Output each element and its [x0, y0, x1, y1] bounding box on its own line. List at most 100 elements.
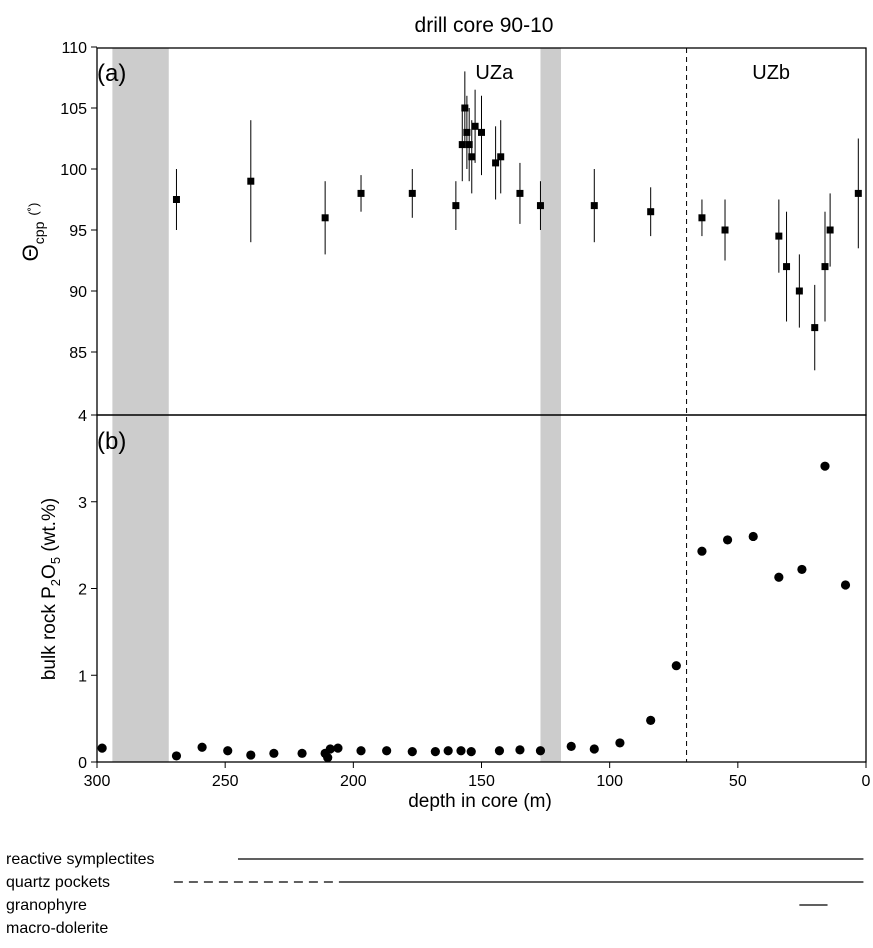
data-point	[333, 743, 343, 753]
ylabel-sub-1: 2	[48, 579, 63, 586]
data-point	[408, 189, 416, 197]
panel-b-y-axis-label: bulk rock P2O5 (wt.%)	[39, 498, 63, 680]
indicator-rows: reactive symplectites quartz pockets grano…	[6, 851, 864, 937]
indicator-label: macro-dolerite	[6, 920, 108, 937]
shaded-band	[540, 48, 561, 762]
x-tick-label: 150	[468, 773, 495, 790]
data-point	[382, 746, 392, 756]
data-point	[775, 232, 783, 240]
y-tick-label: 100	[60, 162, 87, 179]
data-point	[820, 461, 830, 471]
theta-unit: (˚)	[26, 203, 41, 216]
data-point	[774, 572, 784, 582]
indicator-label: granophyre	[6, 897, 87, 914]
chart-title: drill core 90-10	[415, 14, 554, 37]
data-point	[247, 177, 255, 185]
data-point	[246, 750, 256, 760]
data-point	[497, 153, 505, 161]
data-point	[171, 751, 182, 761]
x-tick-label: 300	[84, 773, 111, 790]
data-point	[407, 746, 417, 757]
shaded-depth-bands	[112, 48, 561, 762]
y-tick-label: 90	[69, 284, 87, 301]
data-point	[646, 715, 656, 725]
zone-label-uza: UZa	[475, 62, 514, 84]
data-point	[536, 202, 544, 210]
y-tick-label: 2	[78, 582, 87, 599]
x-tick-label: 50	[729, 773, 747, 790]
data-point	[468, 153, 476, 161]
panel-a-y-axis-label: Θcpp (˚)	[18, 203, 47, 262]
data-point	[535, 746, 546, 756]
data-point	[430, 746, 440, 757]
x-tick-label: 250	[212, 773, 239, 790]
x-tick-label: 100	[596, 773, 623, 790]
data-point	[456, 746, 466, 756]
data-point	[323, 753, 333, 763]
y-tick-label: 110	[61, 40, 87, 57]
data-point	[492, 159, 500, 167]
data-point	[197, 742, 207, 752]
data-point	[797, 564, 807, 575]
data-point	[697, 546, 707, 556]
data-point	[515, 745, 525, 755]
indicator-label: reactive symplectites	[6, 851, 155, 868]
data-point	[461, 104, 469, 112]
data-point	[297, 748, 307, 758]
ylabel-sub-2: 5	[48, 557, 63, 564]
data-point	[840, 580, 851, 590]
x-ticks: 300 250 200 150 100 50 0	[84, 762, 871, 790]
ylabel-part-a: bulk rock P	[39, 586, 60, 680]
data-point	[466, 746, 476, 757]
data-point	[590, 202, 598, 210]
data-point	[465, 141, 473, 149]
ylabel-part-b: O	[39, 564, 60, 579]
data-point	[783, 263, 791, 271]
panel-a-label: (a)	[97, 60, 126, 87]
data-point	[478, 128, 485, 136]
data-point	[325, 744, 335, 754]
data-point	[854, 189, 862, 197]
data-point	[172, 196, 180, 203]
data-point	[795, 287, 803, 295]
theta-subscript: cpp	[31, 221, 47, 244]
data-point	[722, 535, 733, 545]
data-point	[748, 531, 758, 542]
data-point	[452, 202, 460, 210]
data-point	[458, 141, 466, 149]
y-tick-label: 1	[78, 668, 87, 685]
data-point	[615, 738, 625, 748]
data-point	[97, 743, 107, 753]
data-point	[721, 226, 729, 234]
panel-b-frame	[96, 414, 867, 763]
data-point	[698, 214, 706, 222]
data-point	[471, 122, 479, 130]
panel-a-points	[172, 71, 862, 371]
y-tick-label: 0	[78, 755, 87, 772]
data-point	[671, 661, 681, 671]
data-point	[356, 746, 366, 756]
ylabel-part-c: (wt.%)	[39, 498, 60, 557]
data-point	[826, 226, 834, 234]
data-point	[269, 748, 279, 758]
theta-symbol: Θ	[18, 244, 43, 261]
data-point	[811, 324, 819, 332]
panel-b-points	[97, 461, 851, 763]
y-tick-label: 85	[69, 345, 87, 362]
zone-label-uzb: UZb	[752, 62, 790, 84]
y-tick-label: 95	[69, 223, 87, 240]
y-tick-label: 4	[78, 408, 87, 425]
x-tick-label: 0	[862, 773, 871, 790]
data-point	[357, 189, 365, 197]
panel-b-label: (b)	[97, 428, 126, 455]
indicator-label: quartz pockets	[6, 874, 110, 891]
data-point	[821, 263, 829, 271]
panel-a-y-ticks: 110 105 100 95 90 85 4	[60, 40, 97, 425]
x-axis-label: depth in core (m)	[408, 791, 552, 812]
data-point	[647, 208, 655, 216]
data-point	[516, 189, 524, 197]
shaded-band	[112, 48, 169, 762]
data-point	[494, 746, 505, 756]
y-tick-label: 105	[60, 101, 87, 118]
